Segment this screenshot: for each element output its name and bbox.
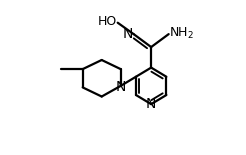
Text: NH$_2$: NH$_2$	[169, 26, 194, 41]
Text: HO: HO	[98, 15, 117, 28]
Text: N: N	[116, 80, 126, 94]
Text: N: N	[123, 27, 133, 41]
Text: N: N	[146, 97, 156, 111]
